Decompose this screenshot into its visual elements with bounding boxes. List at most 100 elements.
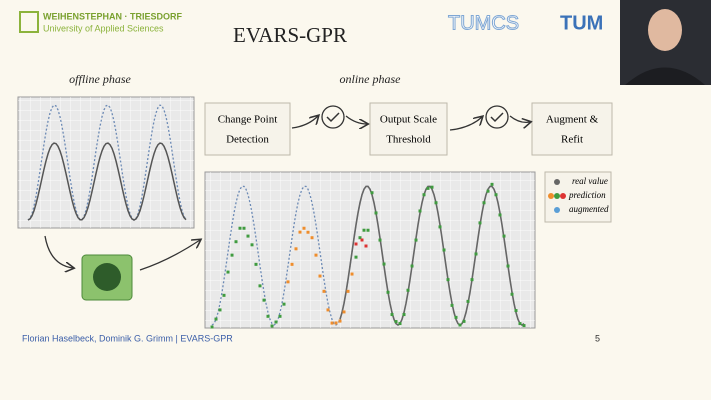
legend-label: real value — [572, 176, 608, 186]
sample-dot — [458, 323, 462, 327]
sample-dot — [486, 189, 490, 193]
legend-label: augmented — [569, 204, 609, 214]
webcam-body — [625, 67, 705, 85]
arrow — [509, 115, 530, 122]
sample-dot — [342, 310, 346, 314]
sample-dot — [494, 193, 498, 197]
sample-dot — [478, 221, 482, 225]
sample-dot — [490, 182, 494, 186]
online-curve — [211, 185, 373, 326]
sample-dot — [258, 284, 262, 288]
sample-dot — [302, 226, 306, 230]
legend-marker — [560, 193, 566, 199]
sample-dot — [498, 213, 502, 217]
sample-dot — [394, 320, 398, 324]
sample-dot — [426, 186, 430, 190]
sample-dot — [274, 320, 278, 324]
sample-dot — [238, 226, 242, 230]
sample-dot — [414, 238, 418, 242]
sample-dot — [326, 308, 330, 312]
sample-dot — [502, 234, 506, 238]
check-mark — [326, 112, 340, 123]
page-number: 5 — [595, 333, 600, 343]
sample-dot — [418, 209, 422, 213]
sample-dot — [214, 317, 218, 321]
sample-dot — [466, 299, 470, 303]
sample-dot — [358, 236, 362, 240]
check-mark — [490, 112, 504, 123]
sample-dot — [346, 289, 350, 293]
sample-dot — [306, 230, 310, 234]
sample-dot — [266, 314, 270, 318]
sample-dot — [322, 289, 326, 293]
sample-dot — [470, 278, 474, 282]
step-label: Detection — [226, 134, 269, 146]
sample-dot — [360, 238, 364, 242]
webcam-face — [648, 9, 682, 51]
step-label: Threshold — [386, 134, 431, 146]
sample-dot — [522, 324, 526, 328]
arrow — [139, 240, 200, 271]
sample-dot — [438, 225, 442, 229]
sample-dot — [482, 201, 486, 205]
logo-tum: TUM — [560, 12, 603, 34]
sample-dot — [454, 315, 458, 319]
sample-dot — [386, 290, 390, 294]
sample-dot — [254, 262, 258, 266]
sample-dot — [446, 278, 450, 282]
step-label: Change Point — [218, 114, 278, 126]
offline-curve — [27, 142, 187, 221]
legend-marker — [548, 193, 554, 199]
sample-dot — [278, 314, 282, 318]
sample-dot — [390, 313, 394, 317]
sample-dot — [210, 325, 214, 329]
sample-dot — [234, 240, 238, 244]
sample-dot — [442, 248, 446, 252]
sample-dot — [406, 288, 410, 292]
step-label: Refit — [561, 134, 583, 146]
sample-dot — [354, 255, 358, 259]
sample-dot — [422, 193, 426, 197]
institution-subtitle: University of Applied Sciences — [43, 23, 164, 33]
institution: WEIHENSTEPHAN · TRIESDORF — [43, 11, 183, 21]
sample-dot — [366, 228, 370, 232]
sample-dot — [270, 324, 274, 328]
sample-dot — [374, 211, 378, 215]
arrow — [44, 235, 73, 268]
sample-dot — [450, 303, 454, 307]
sample-dot — [506, 264, 510, 268]
arrow — [345, 115, 367, 124]
sample-dot — [510, 292, 514, 296]
title: EVARS-GPR — [233, 23, 347, 47]
offline-curve — [27, 104, 187, 221]
sample-dot — [286, 280, 290, 284]
legend-label: prediction — [568, 190, 606, 200]
sample-dot — [338, 319, 342, 323]
sample-dot — [402, 313, 406, 317]
legend-marker — [554, 179, 560, 185]
sample-dot — [462, 319, 466, 323]
sample-dot — [350, 272, 354, 276]
phase-label: online phase — [340, 72, 402, 86]
sample-dot — [218, 308, 222, 312]
sample-dot — [290, 262, 294, 266]
sample-dot — [398, 322, 402, 326]
sample-dot — [474, 252, 478, 256]
sample-dot — [362, 228, 366, 232]
sample-dot — [334, 321, 338, 325]
sample-dot — [318, 274, 322, 278]
sample-dot — [378, 238, 382, 242]
sample-dot — [514, 309, 518, 313]
phase-label: offline phase — [69, 72, 131, 86]
step-box — [531, 102, 613, 156]
sample-dot — [430, 185, 434, 189]
arrow — [449, 117, 482, 131]
sample-dot — [518, 322, 522, 326]
sample-dot — [298, 230, 302, 234]
online-curve — [339, 185, 525, 326]
legend-marker — [554, 193, 560, 199]
plot-grid — [205, 172, 535, 328]
check-icon — [485, 105, 509, 129]
